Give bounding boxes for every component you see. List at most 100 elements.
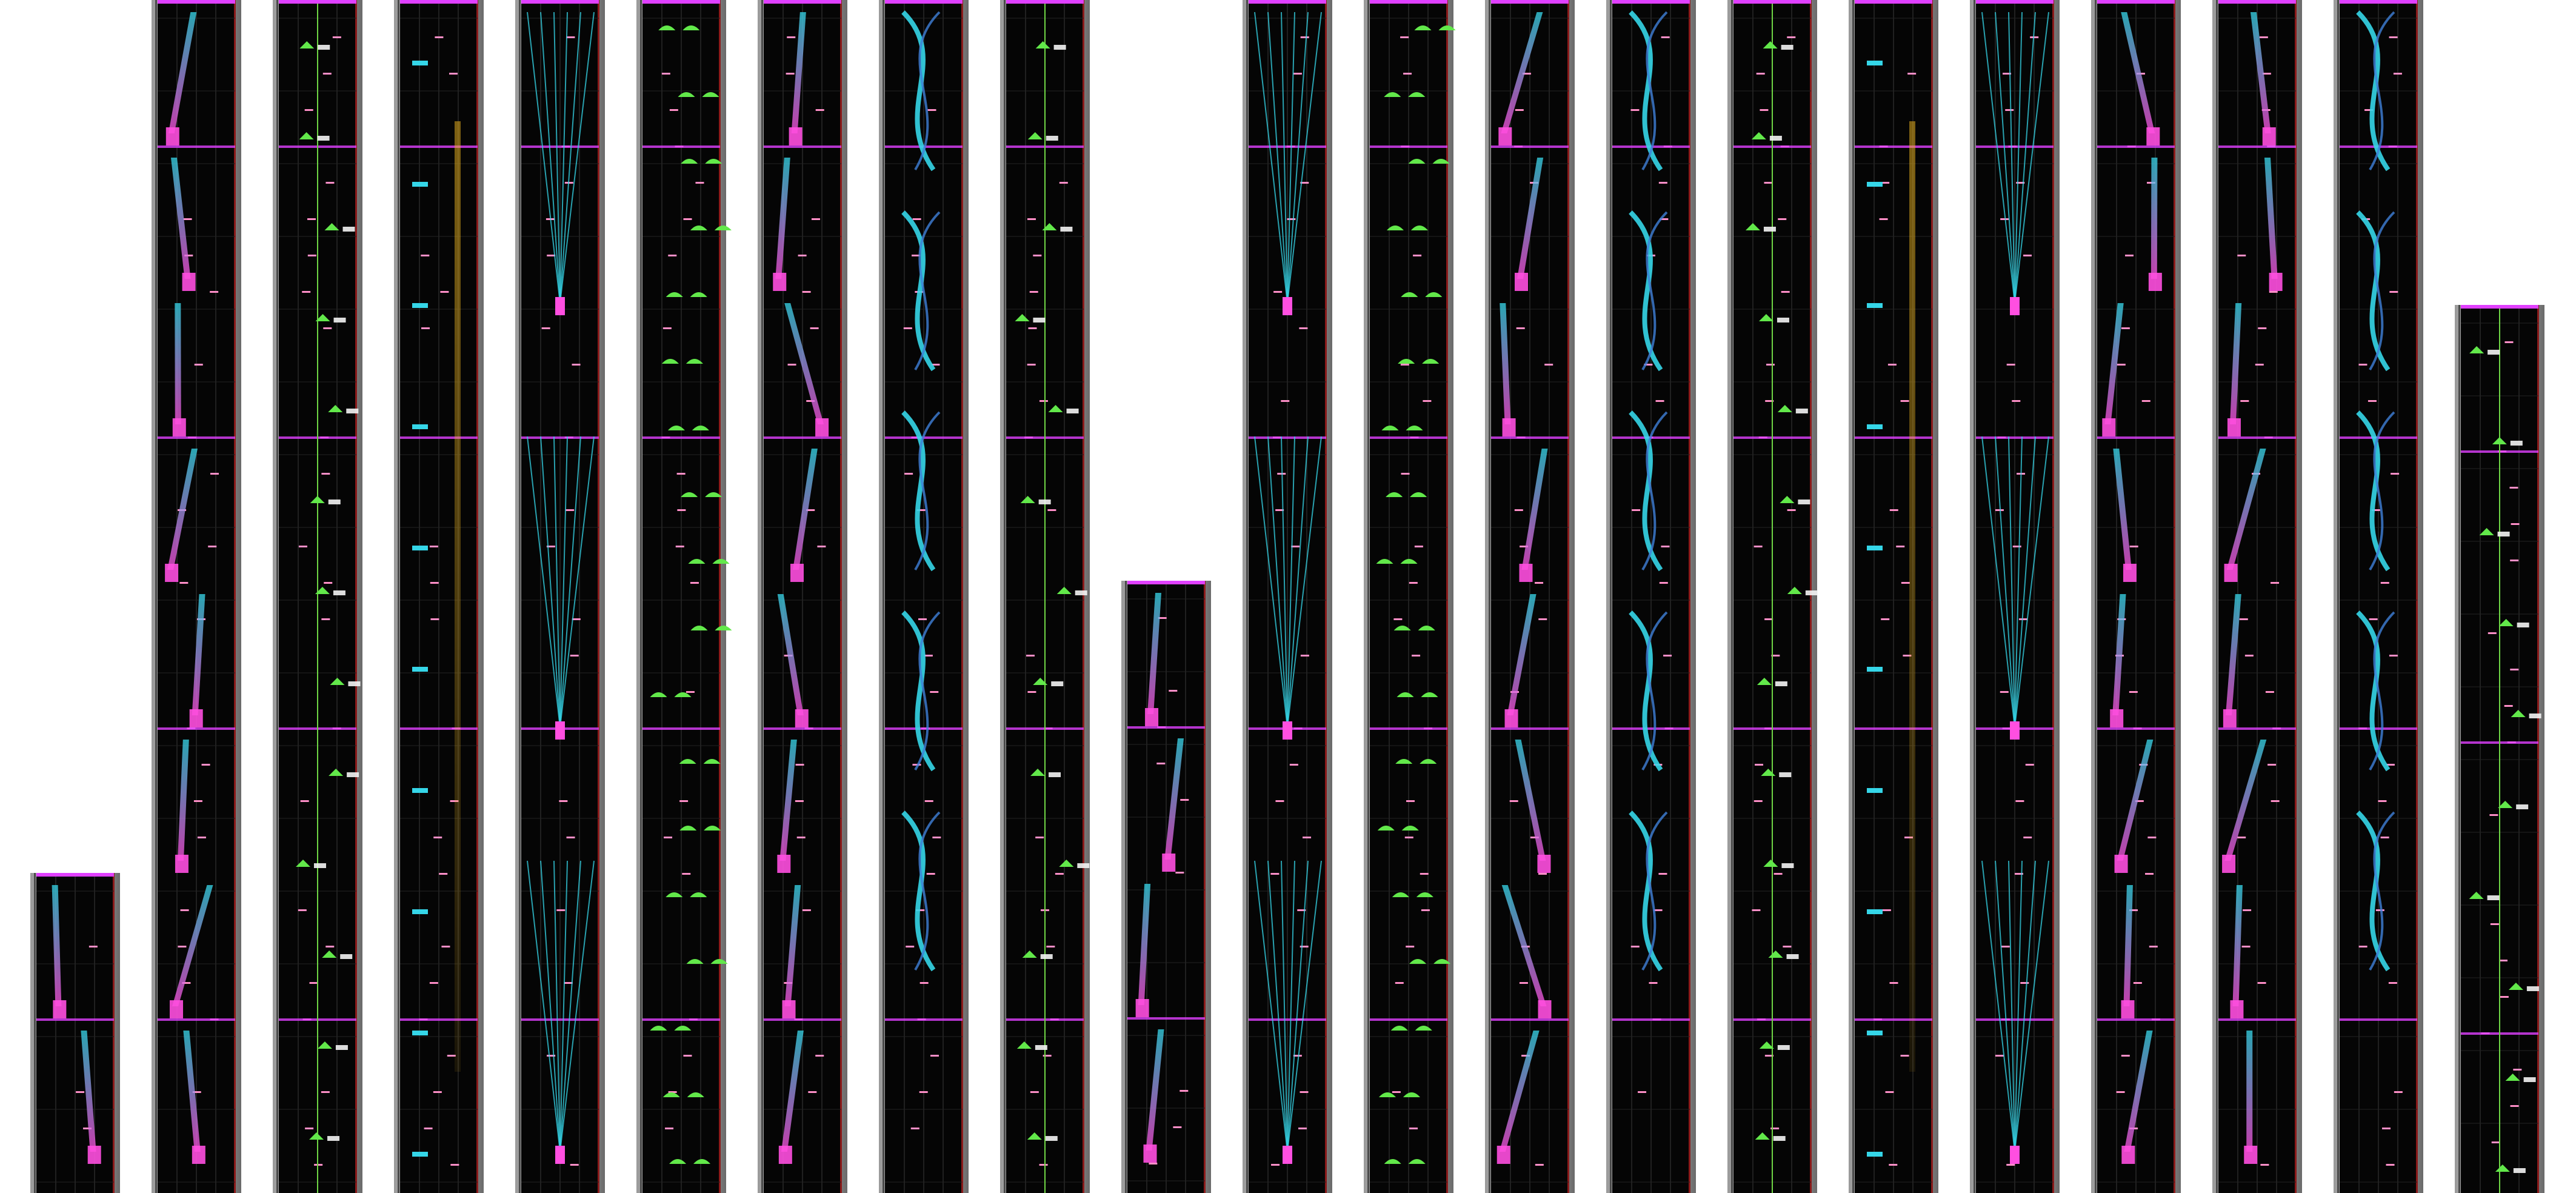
flick-note (686, 359, 703, 364)
section-line (2340, 727, 2417, 730)
hold-end-note (2010, 721, 2020, 740)
tap-note (2129, 909, 2138, 911)
slide-note (914, 611, 941, 771)
fan-slide-line (2008, 12, 2015, 304)
tap-note (439, 873, 448, 875)
flick-note (686, 959, 704, 964)
hold-end-note (87, 1146, 101, 1164)
tap-note (675, 546, 684, 547)
fan-slide-line (1287, 860, 1322, 1152)
fan-slide-line (527, 860, 561, 1152)
flick-note (1408, 92, 1426, 97)
tap-note (1300, 182, 1309, 184)
flick-note (705, 159, 722, 164)
flick-note (1432, 159, 1450, 164)
section-line (2218, 145, 2296, 148)
column-edge-left (155, 0, 157, 1193)
flick-note (2498, 619, 2514, 626)
fan-slide-line (2014, 436, 2036, 728)
tap-note (2030, 36, 2039, 38)
column-edge-accent (2416, 0, 2418, 1193)
tap-note (450, 1164, 459, 1166)
tap-note (307, 218, 316, 220)
flick-note (710, 959, 728, 964)
column-edge-accent (1325, 0, 1327, 1193)
tap-note (309, 982, 318, 984)
section-line (2097, 727, 2175, 730)
section-line (1249, 436, 1326, 439)
tap-note (2014, 873, 2023, 875)
tap-note (1027, 691, 1036, 693)
tap-note (1169, 690, 1178, 692)
hold-note (192, 594, 205, 715)
column-top-cap (400, 0, 478, 4)
tap-note (926, 873, 935, 875)
flick-note (1386, 226, 1404, 230)
slide-note (1629, 810, 1663, 972)
column-edge-accent (1931, 0, 1933, 1193)
hold-note (2121, 12, 2155, 133)
tap-note (1753, 800, 1763, 802)
hold-end-note (172, 418, 186, 436)
flick-note (1027, 1132, 1042, 1140)
column-edge-left (1731, 0, 1733, 1193)
fan-slide-line (2014, 436, 2049, 728)
fan-slide-line (1281, 12, 1288, 304)
hold-note (1867, 303, 1883, 308)
tap-note (547, 1055, 556, 1057)
tap-note (903, 327, 912, 329)
tap-note (2240, 400, 2249, 402)
column-top-cap (1612, 0, 1690, 4)
white-note (333, 318, 346, 322)
hold-end-note (815, 418, 829, 436)
flick-note (1759, 1041, 1774, 1049)
tap-note (2135, 800, 2144, 802)
tap-note (1885, 1091, 1894, 1093)
tap-note (1995, 1055, 2004, 1057)
fan-slide-line (559, 436, 568, 728)
tap-note (2262, 73, 2271, 75)
fan-slide-line (1995, 860, 2015, 1152)
hold-note (2232, 885, 2243, 1006)
chart-column-6 (636, 0, 732, 1193)
white-note (1033, 318, 1046, 322)
tap-note (906, 946, 915, 947)
tap-note (1300, 1091, 1309, 1093)
flick-note (1384, 1159, 1401, 1164)
flick-note (2495, 1165, 2510, 1172)
chart-column-7 (758, 0, 847, 1193)
tap-note (1638, 1091, 1647, 1093)
flick-note (1763, 41, 1778, 48)
section-line (1855, 436, 1932, 439)
slide-note (901, 210, 936, 372)
flick-note (1393, 626, 1411, 630)
flick-note (681, 492, 698, 497)
slide-note (1629, 610, 1663, 772)
tap-note (559, 800, 568, 802)
hold-note (412, 909, 428, 914)
white-note (1040, 954, 1053, 959)
tap-note (1275, 509, 1284, 511)
slide-note (914, 411, 941, 571)
hold-end-note (2148, 273, 2162, 291)
tap-note (2378, 800, 2387, 802)
flick-note (1015, 314, 1030, 321)
slide-note (2369, 11, 2395, 171)
tap-note (201, 764, 210, 766)
column-top-cap (279, 0, 356, 4)
white-note (2487, 895, 2500, 900)
flick-note (669, 1159, 687, 1164)
tap-note (429, 982, 438, 984)
section-line (1370, 436, 1447, 439)
hold-note (412, 667, 428, 672)
tap-note (302, 291, 311, 293)
chart-column-8 (879, 0, 969, 1193)
hold-note (791, 12, 806, 133)
white-note (1798, 500, 1810, 504)
hold-end-note (2227, 418, 2241, 436)
fan-slide-line (1254, 12, 1288, 304)
flick-note (1392, 892, 1409, 897)
chart-column-2 (152, 0, 241, 1193)
flick-note (1420, 759, 1437, 764)
flick-note (1020, 496, 1035, 503)
